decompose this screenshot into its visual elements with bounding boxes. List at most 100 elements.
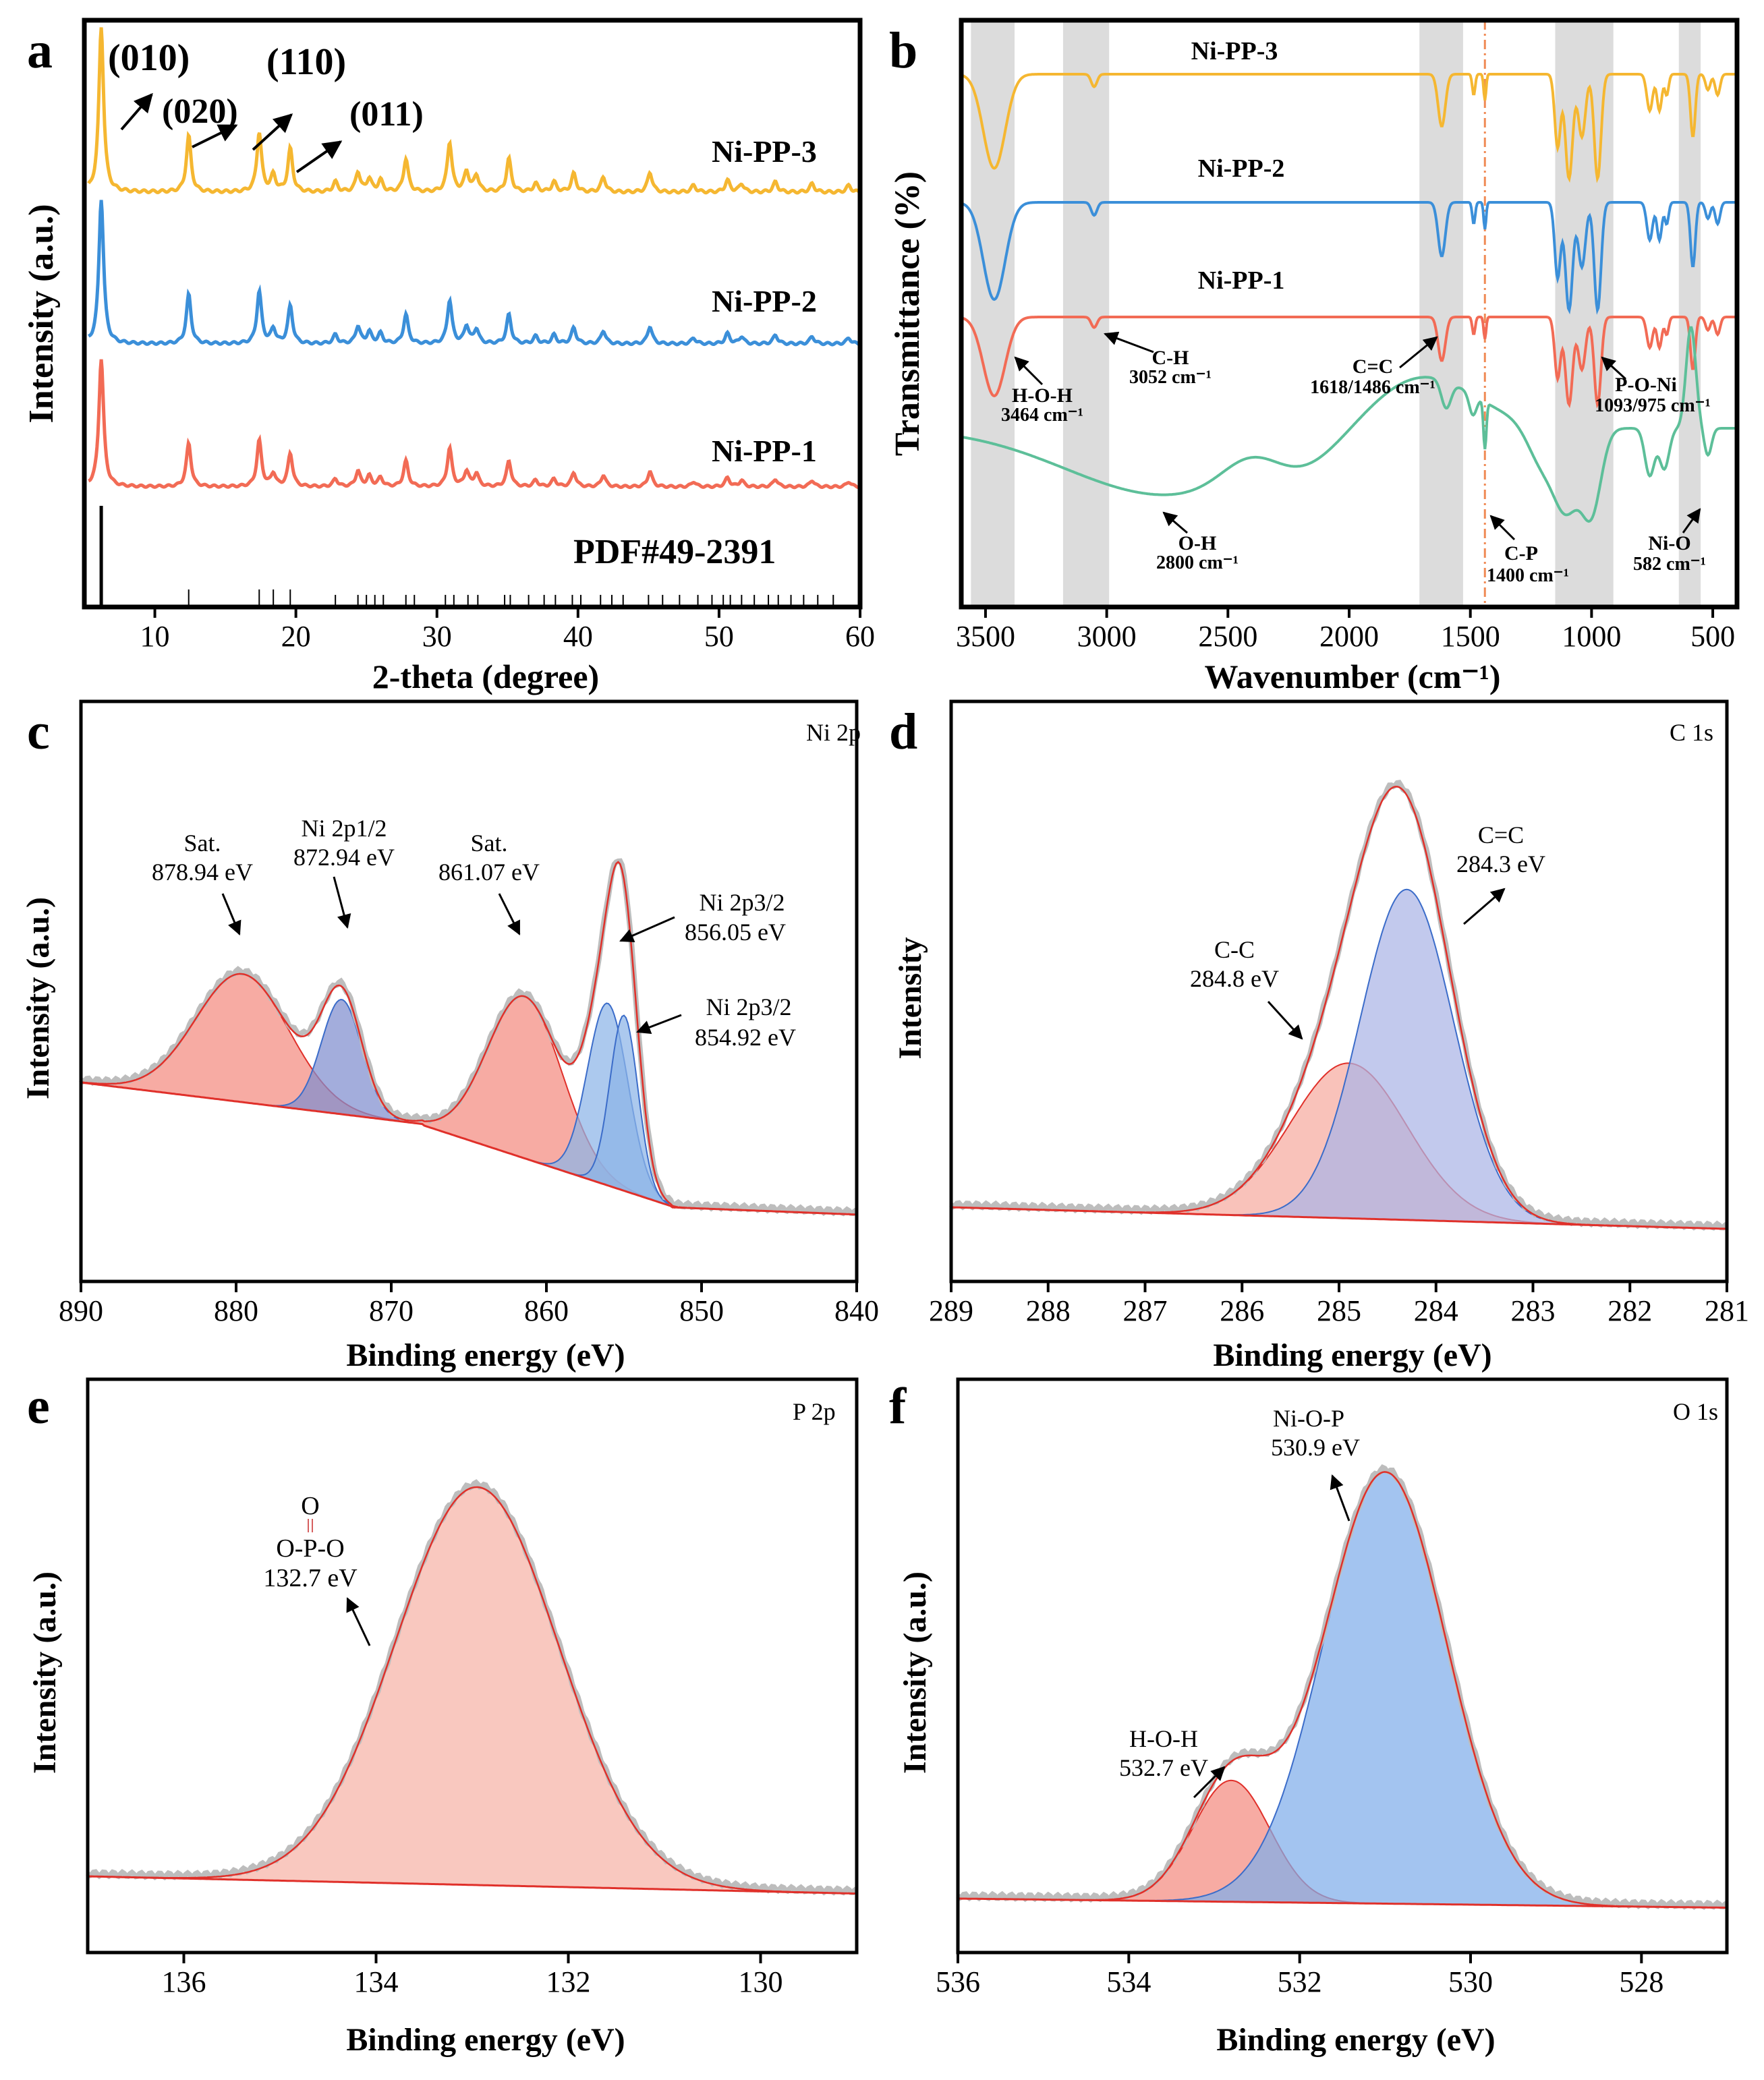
c-ann-1-label: Sat. xyxy=(183,830,221,857)
c-ann-4-arrow xyxy=(619,916,675,943)
panel-letter-a: a xyxy=(27,22,53,79)
panel-c-ni2p: 890 880 870 860 850 840 Ni 2p Sat. 878.94 eV … xyxy=(20,699,879,1373)
panel-f-o1s: 536 534 532 530 528 O 1s Ni-O-P 530.9 eV H-O… xyxy=(897,1377,1729,2058)
c-ann-4-value: 856.05 eV xyxy=(685,919,786,946)
panel-d-c1s: 289 288 287 286 285 284 283 282 281 C 1s C=C 284… xyxy=(892,699,1749,1373)
c-x-tick-label: 840 xyxy=(834,1294,879,1327)
b-series-label-1: Ni-PP-3 xyxy=(1191,37,1278,65)
c-ann-2-label: Ni 2p1/2 xyxy=(301,815,387,842)
d-ann-1-arrow xyxy=(1463,888,1506,925)
b-ann-ch-label: C-H xyxy=(1152,347,1189,369)
e-x-axis-label: Binding energy (eV) xyxy=(346,2022,625,2058)
b-ann-cc-label: C=C xyxy=(1353,355,1393,378)
c-ann-5-arrow xyxy=(636,1014,682,1035)
c-x-axis-label: Binding energy (eV) xyxy=(346,1337,625,1373)
b-series-line-4 xyxy=(961,326,1737,523)
panel-c-baseline xyxy=(80,1081,857,1216)
b-x-tick-label: 2000 xyxy=(1319,620,1379,653)
d-ann-2-value: 284.8 eV xyxy=(1190,965,1279,992)
b-series-line-2 xyxy=(961,201,1737,315)
b-series-label-2: Ni-PP-2 xyxy=(1198,154,1285,183)
f-ann-2-label: H-O-H xyxy=(1129,1725,1198,1752)
a-hkl-010: (010) xyxy=(108,37,190,79)
panel-letter-b: b xyxy=(889,22,917,79)
c-ann-3-value: 861.07 eV xyxy=(438,859,540,886)
f-x-axis-label: Binding energy (eV) xyxy=(1216,2022,1495,2058)
b-series-label-3: Ni-PP-1 xyxy=(1198,266,1285,295)
b-ann-poni-value: 1093/975 cm⁻¹ xyxy=(1595,395,1711,416)
e-ann-label: O-P-O xyxy=(276,1534,344,1563)
b-shaded-band xyxy=(1062,20,1110,607)
b-x-tick-label: 1000 xyxy=(1562,620,1621,653)
d-x-tick-label: 284 xyxy=(1414,1294,1458,1327)
panel-b-ftir: 3500 3000 2500 2000 1500 1000 500 Ni-PP-3 Ni-P… xyxy=(888,18,1740,695)
e-x-tick-label: 132 xyxy=(546,1965,591,1998)
a-series-line-1 xyxy=(87,27,861,195)
b-ann-ch-arrow xyxy=(1104,331,1154,353)
b-ann-oh-value: 2800 cm⁻¹ xyxy=(1156,552,1239,573)
panel-a-frame xyxy=(82,18,863,610)
e-ann-arrow xyxy=(346,1597,371,1646)
panel-f-component-2 xyxy=(958,1471,1727,1909)
c-x-tick-label: 850 xyxy=(679,1294,724,1327)
a-x-tick-label: 40 xyxy=(563,620,593,653)
e-ann-top: O xyxy=(301,1492,319,1520)
b-x-tick-label: 1500 xyxy=(1441,620,1500,653)
b-ann-oh-arrow xyxy=(1162,511,1188,534)
b-ann-nio-label: Ni-O xyxy=(1648,532,1690,554)
f-ann-2-arrow xyxy=(1193,1766,1226,1799)
b-shaded-band xyxy=(1419,20,1463,607)
a-arrow-020 xyxy=(192,124,238,148)
d-x-axis-label: Binding energy (eV) xyxy=(1213,1337,1491,1373)
d-x-tick-label: 281 xyxy=(1705,1294,1749,1327)
b-ann-oh-label: O-H xyxy=(1178,532,1217,554)
a-y-axis-label: Intensity (a.u.) xyxy=(22,204,61,423)
d-x-tick-label: 282 xyxy=(1607,1294,1652,1327)
d-ann-1-label: C=C xyxy=(1478,821,1524,848)
c-ann-1-value: 878.94 eV xyxy=(152,859,253,886)
b-ann-nio-arrow xyxy=(1682,508,1701,533)
f-x-tick-label: 536 xyxy=(936,1965,980,1998)
a-x-axis-label: 2-theta (degree) xyxy=(372,658,599,695)
d-x-tick-label: 285 xyxy=(1317,1294,1361,1327)
d-x-tick-label: 288 xyxy=(1026,1294,1071,1327)
f-ann-2-value: 532.7 eV xyxy=(1119,1754,1208,1781)
a-x-tick-label: 10 xyxy=(140,620,170,653)
d-ann-2-label: C-C xyxy=(1214,936,1255,963)
b-y-axis-label: Transmittance (%) xyxy=(888,171,927,456)
d-x-tick-label: 283 xyxy=(1511,1294,1556,1327)
c-x-tick-label: 860 xyxy=(524,1294,569,1327)
panel-letter-e: e xyxy=(27,1378,50,1435)
c-ann-4-label: Ni 2p3/2 xyxy=(699,889,785,916)
panel-e-p2p: 136 134 132 130 P 2p O O-P-O 132.7 eV Bindi… xyxy=(27,1377,859,2058)
d-x-tick-label: 287 xyxy=(1123,1294,1168,1327)
b-ann-hoh-label: H-O-H xyxy=(1012,384,1073,407)
a-hkl-011: (011) xyxy=(349,95,424,134)
panel-e-baseline xyxy=(87,1875,857,1895)
b-ann-nio-value: 582 cm⁻¹ xyxy=(1633,554,1706,575)
f-x-tick-label: 528 xyxy=(1619,1965,1663,1998)
d-y-axis-label: Intensity xyxy=(892,937,928,1059)
a-series-line-2 xyxy=(88,200,861,347)
a-x-tick-label: 60 xyxy=(845,620,875,653)
e-title: P 2p xyxy=(793,1398,836,1425)
a-series-label-3: Ni-PP-1 xyxy=(712,434,817,468)
a-hkl-020: (020) xyxy=(162,92,238,131)
c-title: Ni 2p xyxy=(806,719,861,746)
c-x-tick-label: 880 xyxy=(214,1294,258,1327)
c-ann-2-value: 872.94 eV xyxy=(293,844,395,871)
b-x-tick-label: 500 xyxy=(1690,620,1735,653)
c-y-axis-label: Intensity (a.u.) xyxy=(20,897,56,1099)
panel-letter-c: c xyxy=(27,703,50,760)
f-y-axis-label: Intensity (a.u.) xyxy=(897,1571,933,1774)
a-arrow-110 xyxy=(252,113,293,151)
b-ann-cc-value: 1618/1486 cm⁻¹ xyxy=(1310,377,1435,398)
f-x-tick-label: 532 xyxy=(1278,1965,1322,1998)
b-x-tick-label: 3500 xyxy=(956,620,1015,653)
c-ann-3-arrow xyxy=(498,893,521,935)
b-ann-cp-arrow xyxy=(1489,515,1516,541)
panel-d-baseline xyxy=(950,1206,1728,1230)
panel-e-experimental xyxy=(86,1479,859,1896)
c-x-tick-label: 870 xyxy=(369,1294,414,1327)
